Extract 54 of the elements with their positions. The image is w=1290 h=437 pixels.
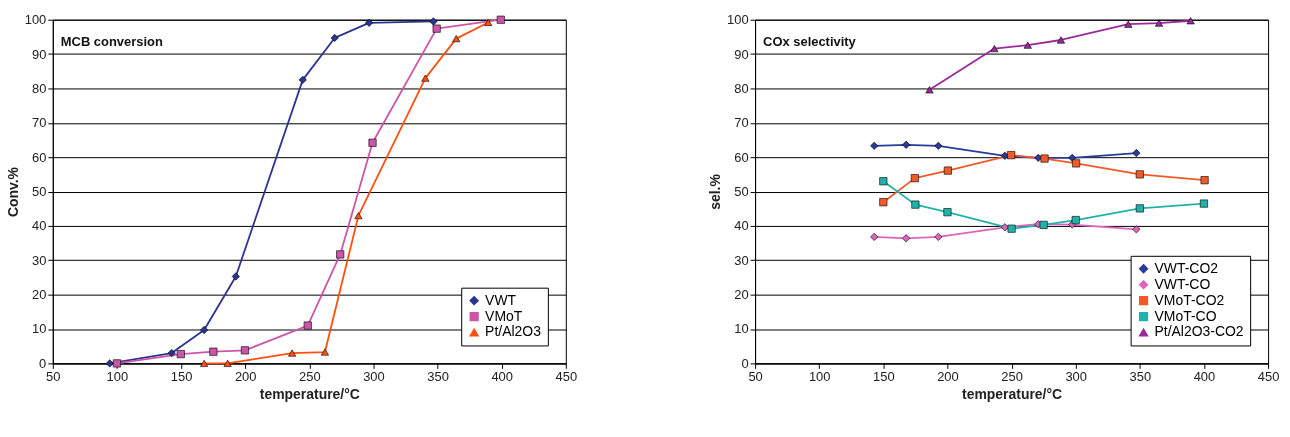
y-tick-label: 80 bbox=[734, 80, 749, 96]
text: MCB conversion bbox=[60, 33, 163, 49]
x-tick-label: 100 bbox=[808, 368, 831, 384]
y-tick-label: 20 bbox=[734, 287, 749, 303]
y-tick-label: 90 bbox=[734, 46, 749, 62]
x-tick-label: 450 bbox=[1257, 368, 1280, 384]
x-tick-label: 150 bbox=[170, 368, 193, 384]
legend-label: Pt/Al2O3-CO2 bbox=[1154, 323, 1244, 340]
y-tick-label: 30 bbox=[734, 252, 749, 268]
legend-label: VMoT bbox=[485, 307, 523, 324]
y-tick-label: 40 bbox=[734, 218, 749, 234]
x-tick-label: 200 bbox=[234, 368, 257, 384]
legend-label: VWT bbox=[485, 291, 517, 308]
y-tick-label: 40 bbox=[31, 218, 47, 234]
x-axis-title: temperature/°C bbox=[259, 385, 360, 402]
legend-label: VMoT-CO bbox=[1154, 307, 1217, 324]
legend-label: VWT-CO2 bbox=[1154, 259, 1219, 276]
x-tick-label: 350 bbox=[427, 368, 449, 384]
text: COx selectivity bbox=[763, 33, 857, 49]
y-tick-label: 60 bbox=[31, 149, 47, 165]
y-tick-label: 10 bbox=[31, 321, 47, 337]
x-tick-label: 150 bbox=[873, 368, 895, 384]
legend-label: VMoT-CO2 bbox=[1154, 291, 1225, 308]
y-tick-label: 0 bbox=[741, 355, 749, 371]
x-axis-title: temperature/°C bbox=[962, 385, 1063, 402]
x-tick-label: 300 bbox=[1065, 368, 1087, 384]
legend-label: VWT-CO bbox=[1154, 275, 1211, 292]
y-tick-label: 30 bbox=[31, 252, 47, 268]
y-axis-title: sel.% bbox=[707, 173, 724, 210]
y-tick-label: 80 bbox=[31, 80, 47, 96]
x-tick-label: 400 bbox=[491, 368, 513, 384]
x-tick-label: 50 bbox=[46, 368, 61, 384]
y-axis-title: Conv.% bbox=[4, 166, 21, 218]
x-tick-label: 200 bbox=[937, 368, 959, 384]
x-tick-label: 250 bbox=[1001, 368, 1023, 384]
x-tick-label: 50 bbox=[748, 368, 763, 384]
x-tick-label: 400 bbox=[1193, 368, 1216, 384]
y-tick-label: 70 bbox=[734, 115, 749, 131]
y-tick-label: 50 bbox=[31, 184, 47, 200]
x-tick-label: 350 bbox=[1129, 368, 1152, 384]
x-tick-label: 100 bbox=[106, 368, 129, 384]
y-tick-label: 50 bbox=[734, 184, 749, 200]
y-tick-label: 60 bbox=[734, 149, 749, 165]
x-tick-label: 450 bbox=[555, 368, 578, 384]
x-tick-label: 300 bbox=[363, 368, 385, 384]
y-tick-label: 0 bbox=[39, 355, 47, 371]
x-tick-label: 250 bbox=[299, 368, 321, 384]
legend-label: Pt/Al2O3 bbox=[485, 323, 542, 340]
y-tick-label: 10 bbox=[734, 321, 749, 337]
y-tick-label: 90 bbox=[31, 46, 47, 62]
y-tick-label: 100 bbox=[727, 12, 749, 28]
y-tick-label: 70 bbox=[31, 115, 47, 131]
y-tick-label: 20 bbox=[31, 287, 47, 303]
y-tick-label: 100 bbox=[24, 12, 47, 28]
